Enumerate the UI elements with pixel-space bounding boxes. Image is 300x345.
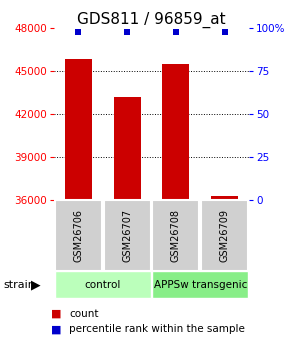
Text: ▶: ▶ — [31, 278, 41, 291]
Bar — [163, 63, 189, 200]
Bar — [211, 196, 238, 200]
Text: GSM26708: GSM26708 — [171, 209, 181, 262]
Text: GSM26709: GSM26709 — [220, 209, 230, 262]
Title: GDS811 / 96859_at: GDS811 / 96859_at — [77, 11, 226, 28]
Text: GSM26706: GSM26706 — [74, 209, 83, 262]
Bar — [114, 97, 140, 200]
Text: strain: strain — [3, 280, 35, 289]
Text: GSM26707: GSM26707 — [122, 209, 132, 262]
Text: control: control — [85, 280, 121, 289]
Bar — [65, 59, 92, 200]
Text: APPSw transgenic: APPSw transgenic — [154, 280, 247, 289]
Text: ■: ■ — [51, 309, 62, 319]
Text: percentile rank within the sample: percentile rank within the sample — [69, 325, 245, 334]
Text: count: count — [69, 309, 98, 319]
Text: ■: ■ — [51, 325, 62, 334]
